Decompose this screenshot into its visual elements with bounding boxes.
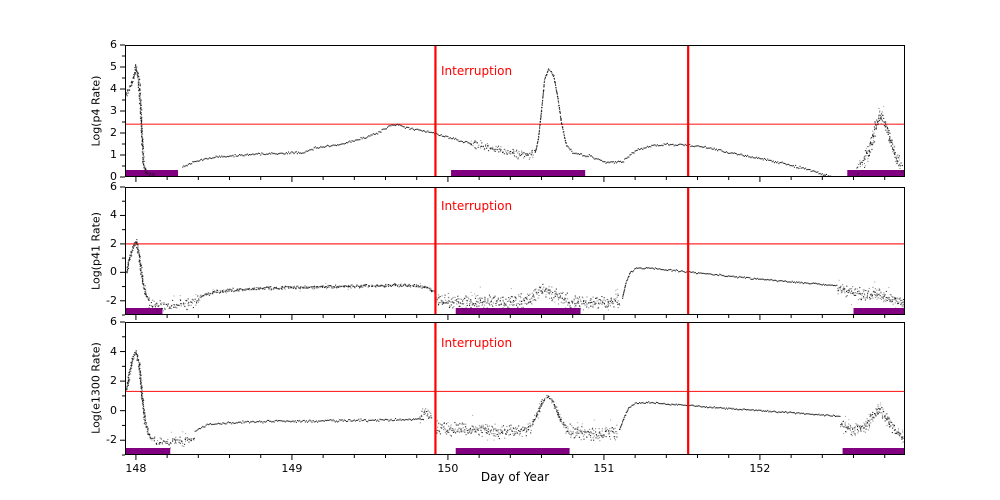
y-tick-label: 5 <box>110 60 117 73</box>
interruption-label-top: Interruption <box>441 64 513 78</box>
y-tick-label: 4 <box>110 344 117 358</box>
y-tick-label: 4 <box>110 208 117 222</box>
y-tick-label: 1 <box>110 148 117 161</box>
y-tick-label: 0 <box>110 170 117 183</box>
y-tick-label: 2 <box>110 374 117 388</box>
y-tick-label: 6 <box>110 38 117 51</box>
x-axis-label: Day of Year <box>480 470 550 484</box>
y-tick-label: -2 <box>106 433 117 447</box>
y-tick-label: 4 <box>110 82 117 95</box>
x-tick-label: 148 <box>125 462 147 475</box>
interruption-label-middle: Interruption <box>441 199 513 213</box>
x-tick-label: 150 <box>437 462 459 475</box>
interruption-label-bottom: Interruption <box>441 336 513 350</box>
x-tick-label: 152 <box>749 462 771 475</box>
x-tick-label: 149 <box>281 462 303 475</box>
y-tick-label: 3 <box>110 104 117 117</box>
y-tick-label: 6 <box>110 315 117 328</box>
y-tick-label: 0 <box>110 265 117 279</box>
y-tick-label: 6 <box>110 180 117 193</box>
y-tick-label: 0 <box>110 403 117 417</box>
y-tick-label: 2 <box>110 236 117 250</box>
x-tick-label: 151 <box>593 462 615 475</box>
y-tick-label: 2 <box>110 126 117 139</box>
y-tick-label: -2 <box>106 293 117 307</box>
